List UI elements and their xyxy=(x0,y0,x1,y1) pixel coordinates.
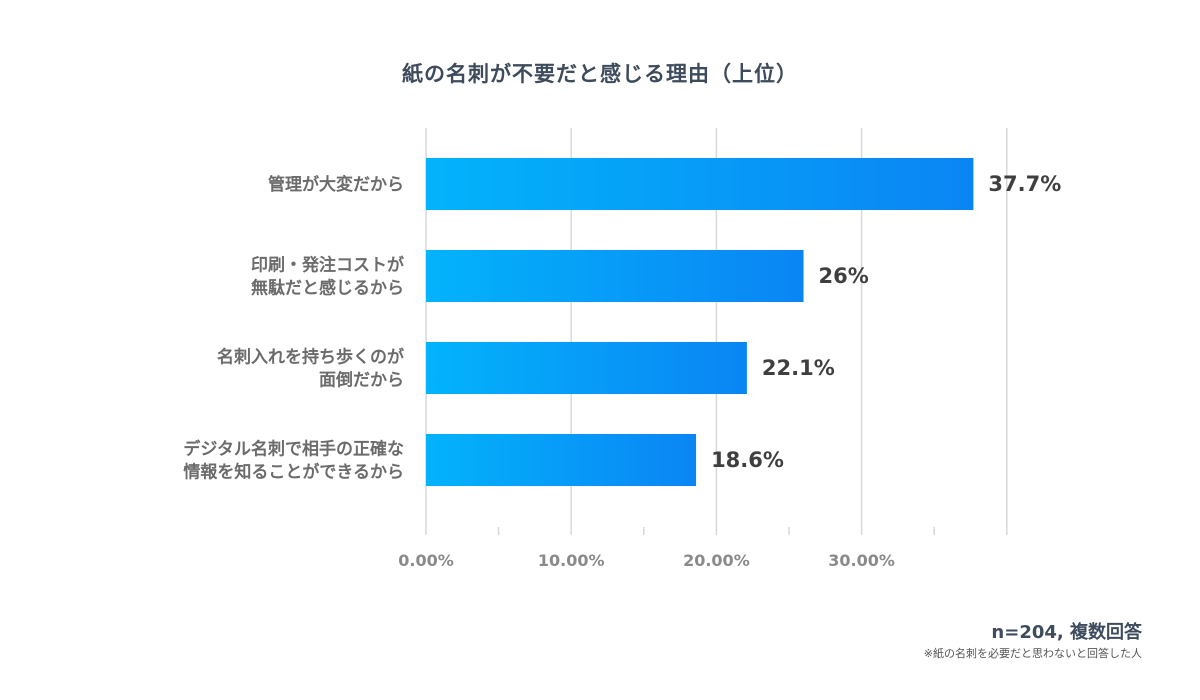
value-label: 26% xyxy=(819,264,869,288)
x-tick-label: 30.00% xyxy=(828,551,895,570)
sample-note: n=204, 複数回答 xyxy=(991,622,1142,643)
category-label-line: 名刺入れを持ち歩くのが xyxy=(217,347,404,368)
category-label-line: 無駄だと感じるから xyxy=(251,278,404,299)
footnote: ※紙の名刺を必要だと思わないと回答した人 xyxy=(923,647,1142,660)
category-label-line: 情報を知ることができるから xyxy=(183,462,404,483)
x-tick-label: 20.00% xyxy=(683,551,750,570)
chart-title: 紙の名刺が不要だと感じる理由（上位） xyxy=(402,62,798,86)
category-label: 印刷・発注コストが無駄だと感じるから xyxy=(251,255,404,299)
value-label: 22.1% xyxy=(762,356,835,380)
x-tick-label: 10.00% xyxy=(538,551,605,570)
bar xyxy=(426,434,697,486)
value-label: 18.6% xyxy=(711,448,784,472)
bars xyxy=(426,158,974,486)
category-label: デジタル名刺で相手の正確な情報を知ることができるから xyxy=(183,439,404,483)
bar xyxy=(426,250,804,302)
bar xyxy=(426,342,747,394)
category-label-line: 管理が大変だから xyxy=(268,174,404,195)
bar xyxy=(426,158,974,210)
category-label-line: 面倒だから xyxy=(319,371,404,391)
category-label: 管理が大変だから xyxy=(268,174,404,195)
category-label: 名刺入れを持ち歩くのが面倒だから xyxy=(217,347,404,391)
value-label: 37.7% xyxy=(988,172,1061,196)
labels: 0.00% 10.00% 20.00% 30.00% 37.7% 管理が大変だから 26% 印… xyxy=(183,172,1061,570)
category-label-line: デジタル名刺で相手の正確な xyxy=(183,439,404,460)
category-label-line: 印刷・発注コストが xyxy=(251,255,404,276)
x-tick-label: 0.00% xyxy=(398,551,454,570)
